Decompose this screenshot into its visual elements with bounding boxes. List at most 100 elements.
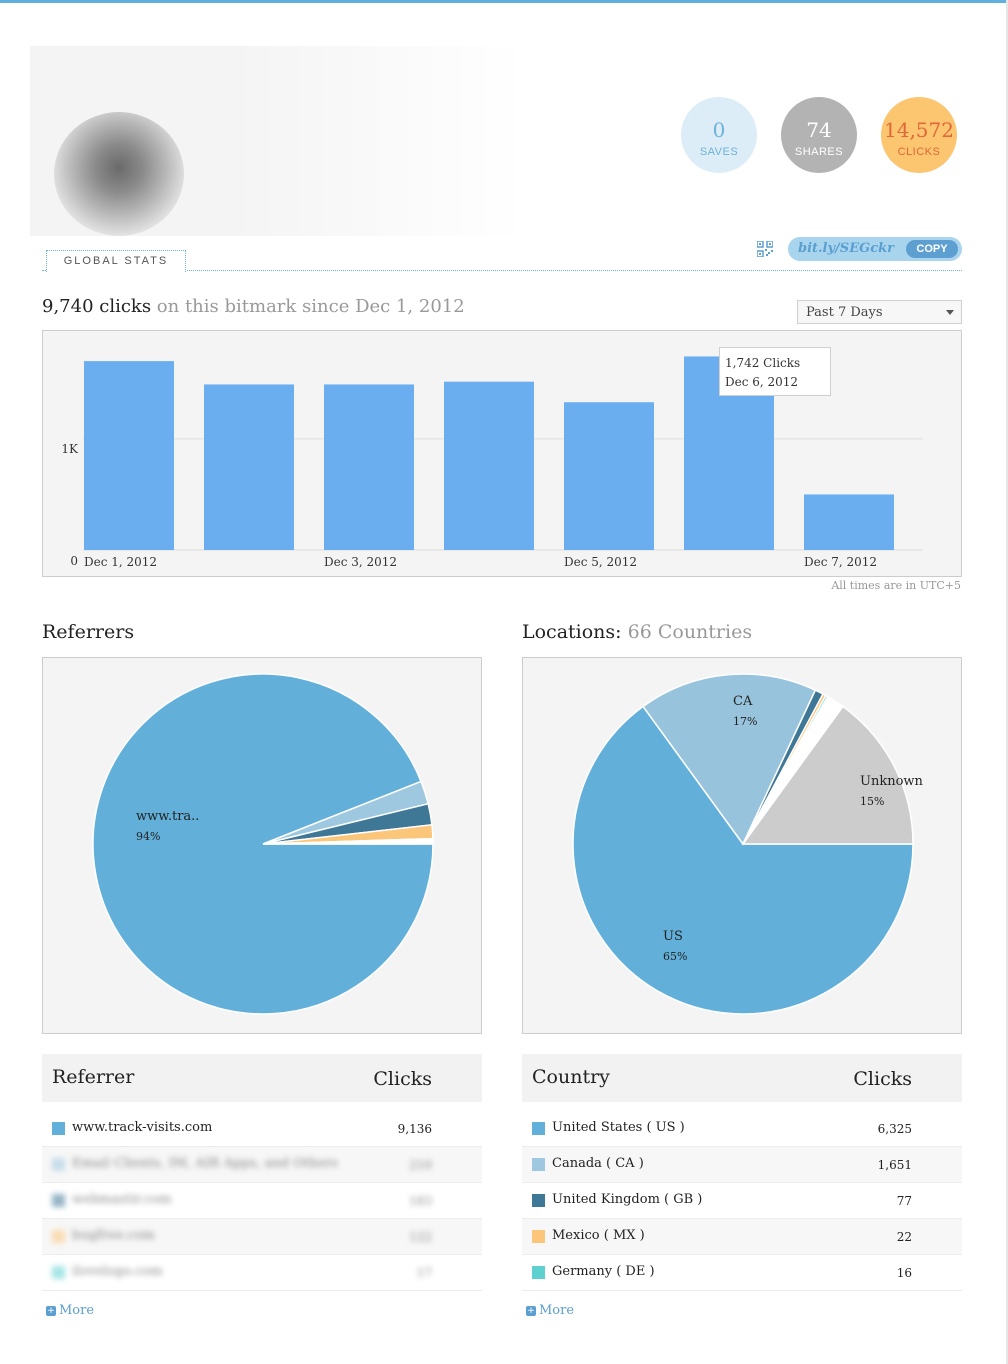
- referrer-name: ilovelogo.com: [72, 1264, 163, 1279]
- slice-percent: 17%: [733, 715, 757, 728]
- y-tick-label: 1K: [61, 442, 79, 456]
- table-row[interactable]: bugfree.com 122: [42, 1219, 482, 1255]
- table-row[interactable]: Germany ( DE ) 16: [522, 1255, 962, 1291]
- locations-pie-chart: US 65% CA 17% Unknown 15%: [522, 657, 962, 1034]
- table-row[interactable]: webmastir.com 183: [42, 1183, 482, 1219]
- headline-rest: on this bitmark since Dec 1, 2012: [151, 296, 465, 317]
- country-column-header: Country: [532, 1066, 610, 1088]
- x-tick-label: Dec 7, 2012: [804, 555, 877, 569]
- country-clicks: 16: [896, 1266, 912, 1280]
- country-clicks: 22: [896, 1230, 912, 1244]
- plus-icon: +: [46, 1306, 56, 1316]
- slice-percent: 94%: [136, 830, 160, 843]
- short-link-url[interactable]: bit.ly/SEGckr: [798, 241, 894, 256]
- clicks-count: 14,572: [884, 118, 954, 142]
- swatch: [532, 1266, 545, 1279]
- referrer-clicks-column-header: Clicks: [373, 1068, 432, 1090]
- locations-pie-svg: US 65% CA 17% Unknown 15%: [572, 673, 924, 1015]
- referrers-title: Referrers: [42, 621, 134, 643]
- slice-label: Unknown: [860, 774, 924, 789]
- headline-count: 9,740 clicks: [42, 296, 152, 317]
- more-label: More: [59, 1303, 95, 1318]
- referrers-title-text: Referrers: [42, 621, 135, 643]
- referrers-pie-chart: www.tra.. 94%: [42, 657, 482, 1034]
- bar-chart-svg: 0 1K Dec 1, 2012 Dec 3, 2012 Dec 5, 2012 Dec …: [61, 356, 923, 569]
- pie-slice[interactable]: [572, 705, 914, 1015]
- locations-count: 66 Countries: [627, 621, 753, 643]
- saves-count: 0: [712, 118, 726, 142]
- qr-code-icon[interactable]: [757, 241, 773, 257]
- date-range-select[interactable]: Past 7 Days: [797, 300, 962, 324]
- country-name: United Kingdom ( GB ): [552, 1192, 703, 1207]
- swatch: [532, 1158, 545, 1171]
- shares-counter[interactable]: 74 SHARES: [781, 97, 857, 173]
- table-row[interactable]: www.track-visits.com 9,136: [42, 1111, 482, 1147]
- x-tick-label: Dec 3, 2012: [324, 555, 397, 569]
- right-edge: [1006, 0, 1008, 1364]
- clicks-bar-chart: 0 1K Dec 1, 2012 Dec 3, 2012 Dec 5, 2012 Dec …: [42, 330, 962, 577]
- pie-slice[interactable]: [642, 673, 817, 846]
- pie-slice[interactable]: [262, 837, 434, 845]
- timezone-note: All times are in UTC+5: [831, 579, 961, 592]
- country-clicks: 77: [896, 1194, 912, 1208]
- chevron-down-icon: [946, 310, 954, 315]
- y-tick-label: 0: [70, 554, 78, 568]
- country-clicks: 6,325: [877, 1122, 912, 1136]
- locations-title: Locations: 66 Countries: [522, 621, 752, 643]
- country-name: Germany ( DE ): [552, 1264, 655, 1279]
- slice-label: US: [663, 929, 683, 944]
- saves-counter[interactable]: 0 SAVES: [681, 97, 757, 173]
- bar[interactable]: [564, 402, 654, 550]
- locations-title-text: Locations:: [522, 621, 622, 643]
- swatch: [532, 1122, 545, 1135]
- swatch: [52, 1122, 65, 1135]
- short-link-pill: bit.ly/SEGckr COPY: [788, 237, 962, 261]
- bar-tooltip: 1,742 Clicks Dec 6, 2012: [719, 347, 831, 396]
- clicks-label: CLICKS: [897, 146, 941, 158]
- x-tick-label: Dec 5, 2012: [564, 555, 637, 569]
- slice-label: www.tra..: [136, 809, 199, 824]
- tab-global-stats[interactable]: GLOBAL STATS: [46, 250, 186, 272]
- clicks-counter[interactable]: 14,572 CLICKS: [881, 97, 957, 173]
- blurred-bitmark-header: [30, 46, 526, 236]
- referrer-clicks: 210: [409, 1158, 432, 1172]
- more-label: More: [539, 1303, 575, 1318]
- referrer-name: webmastir.com: [72, 1192, 172, 1207]
- copy-button[interactable]: COPY: [906, 240, 958, 258]
- table-row[interactable]: United Kingdom ( GB ) 77: [522, 1183, 962, 1219]
- country-table-header: Country Clicks: [522, 1054, 962, 1102]
- slice-percent: 15%: [860, 795, 884, 808]
- table-row[interactable]: ilovelogo.com 17: [42, 1255, 482, 1291]
- table-row[interactable]: United States ( US ) 6,325: [522, 1111, 962, 1147]
- swatch: [532, 1194, 545, 1207]
- clicks-headline: 9,740 clicks on this bitmark since Dec 1…: [42, 296, 465, 317]
- bar[interactable]: [444, 381, 534, 550]
- pie-slice[interactable]: [92, 673, 434, 1015]
- bar[interactable]: [324, 384, 414, 550]
- swatch: [52, 1266, 65, 1279]
- swatch: [52, 1158, 65, 1171]
- bar[interactable]: [804, 494, 894, 550]
- referrer-clicks: 183: [409, 1194, 432, 1208]
- table-row[interactable]: Email Clients, IM, AIR Apps, and Others …: [42, 1147, 482, 1183]
- saves-label: SAVES: [699, 146, 739, 158]
- referrer-name: www.track-visits.com: [72, 1120, 213, 1135]
- referrer-name: bugfree.com: [72, 1228, 155, 1243]
- x-tick-label: Dec 1, 2012: [84, 555, 157, 569]
- referrer-clicks: 17: [416, 1266, 432, 1280]
- swatch: [532, 1230, 545, 1243]
- referrers-pie-svg: www.tra.. 94%: [92, 673, 434, 1015]
- top-accent-bar: [0, 0, 1008, 3]
- slice-label: CA: [733, 694, 753, 709]
- bar[interactable]: [204, 384, 294, 550]
- table-row[interactable]: Mexico ( MX ) 22: [522, 1219, 962, 1255]
- locations-more-link[interactable]: + More: [526, 1303, 574, 1318]
- pie-slice[interactable]: [741, 705, 914, 845]
- referrers-more-link[interactable]: + More: [46, 1303, 94, 1318]
- referrer-clicks: 9,136: [397, 1122, 432, 1136]
- table-row[interactable]: Canada ( CA ) 1,651: [522, 1147, 962, 1183]
- country-clicks: 1,651: [877, 1158, 912, 1172]
- tab-divider: [42, 270, 962, 271]
- referrer-clicks: 122: [409, 1230, 432, 1244]
- bar[interactable]: [84, 361, 174, 550]
